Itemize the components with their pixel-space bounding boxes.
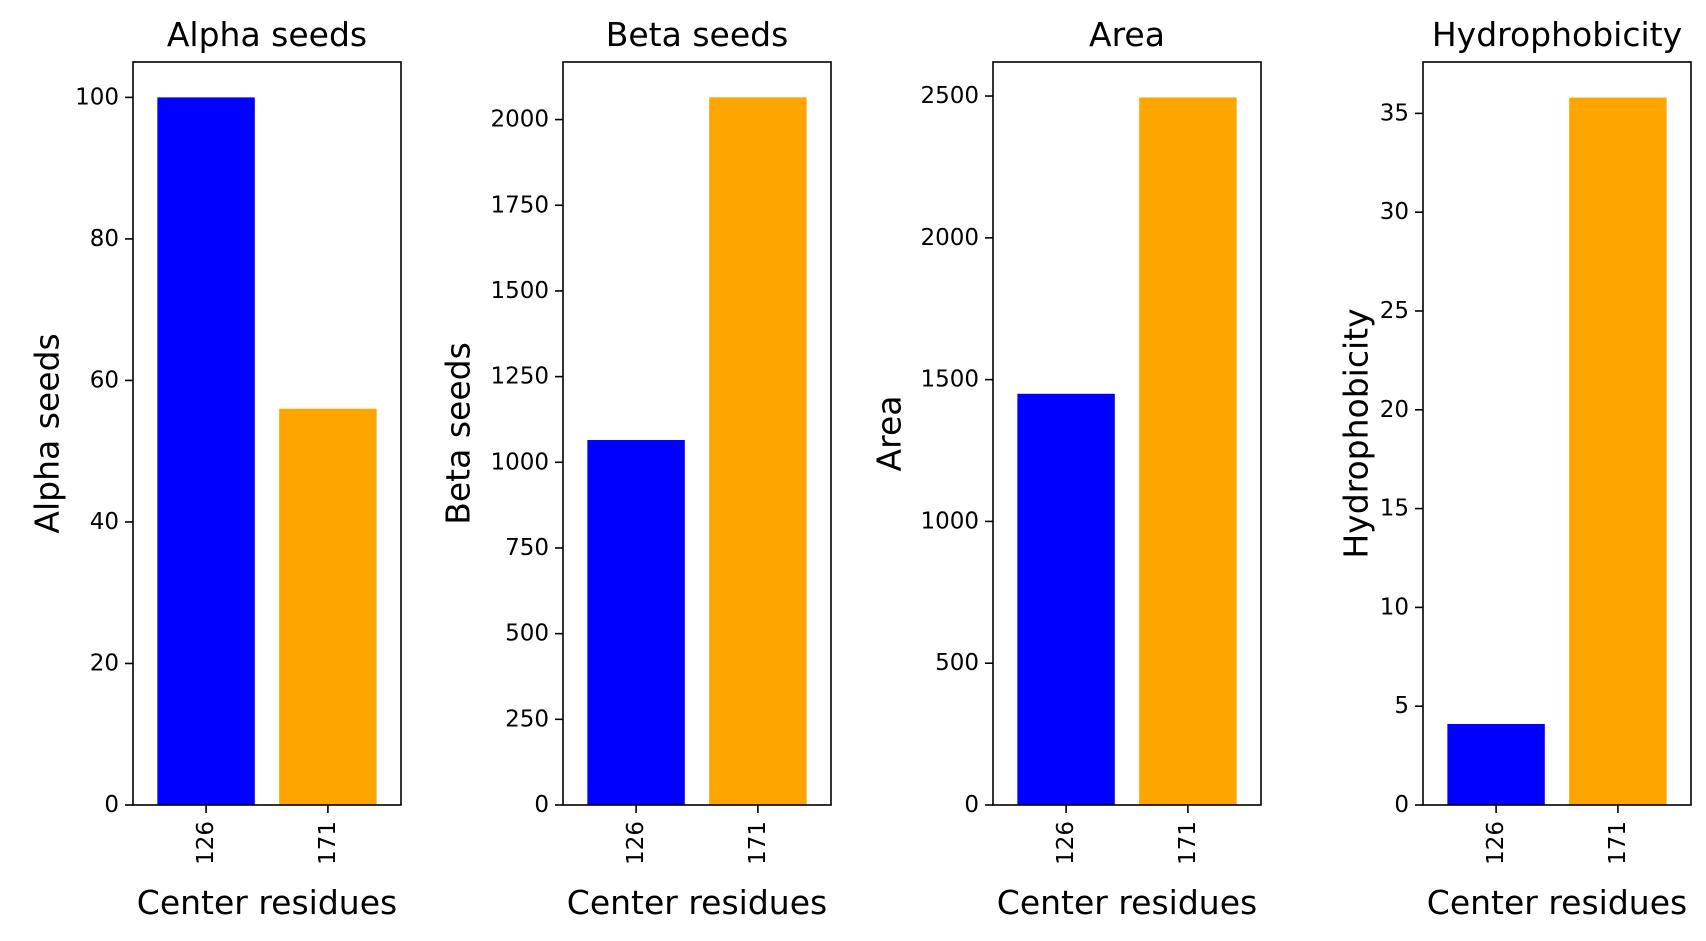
y-tick-label: 2500: [920, 83, 979, 109]
y-tick-label: 1500: [490, 278, 549, 304]
y-axis-label: Beta seeds: [439, 342, 478, 525]
y-axis-label: Alpha seeds: [28, 333, 67, 533]
axes-frame: [992, 61, 1262, 806]
y-tick-label: 1000: [490, 449, 549, 475]
bar-171: [1139, 97, 1237, 805]
bar-126: [1017, 393, 1115, 805]
y-tick-label: 2000: [490, 107, 549, 133]
x-tick-label: 171: [1605, 821, 1631, 865]
subplot-title: Alpha seeds: [167, 15, 367, 54]
y-tick-label: 40: [90, 509, 119, 535]
y-tick-label: 1500: [920, 367, 979, 393]
y-tick-label: 0: [534, 792, 549, 818]
y-tick-label: 20: [90, 650, 119, 676]
y-tick-label: 60: [90, 367, 119, 393]
subplot-0: 0 20 40 60 80 100 126 171 Alpha seeds Center resi…: [28, 15, 402, 922]
y-tick-label: 0: [104, 792, 119, 818]
y-tick-label: 25: [1380, 298, 1409, 324]
y-tick-label: 0: [1394, 792, 1409, 818]
subplot-title: Area: [1089, 15, 1165, 54]
axes-frame: [562, 61, 832, 806]
y-axis-label: Area: [870, 396, 909, 472]
x-axis-label: Center residues: [1427, 883, 1687, 922]
x-tick-label: 171: [745, 821, 771, 865]
y-tick-label: 5: [1394, 693, 1409, 719]
x-tick-label: 126: [623, 821, 649, 865]
bar-171: [709, 97, 807, 805]
x-tick-label: 171: [315, 821, 341, 865]
y-tick-label: 2000: [920, 225, 979, 251]
y-tick-label: 100: [75, 84, 119, 110]
y-tick-label: 30: [1380, 199, 1409, 225]
x-tick-label: 171: [1175, 821, 1201, 865]
x-tick-label: 126: [1483, 821, 1509, 865]
subplot-3: 0 5 10 15 20 25 30 35 126 171 Hydrophobicity Center…: [1337, 15, 1692, 922]
subplot-2: 0 500 1000 1500 2000 2500 126 171 Area Center res…: [870, 15, 1262, 922]
y-tick-label: 1750: [490, 192, 549, 218]
subplot-1: 0 250 500 750 1000 1250 1500 1750 2000 126 171 Beta…: [439, 15, 832, 922]
axes-frame: [1422, 61, 1692, 806]
y-tick-label: 0: [964, 792, 979, 818]
x-tick-label: 126: [1053, 821, 1079, 865]
subplot-title: Beta seeds: [606, 15, 789, 54]
y-tick-label: 500: [935, 650, 979, 676]
y-tick-label: 80: [90, 226, 119, 252]
bar-171: [1569, 97, 1667, 805]
y-tick-label: 1000: [920, 508, 979, 534]
y-tick-label: 20: [1380, 397, 1409, 423]
subplot-title: Hydrophobicity: [1432, 15, 1682, 54]
x-axis-label: Center residues: [997, 883, 1257, 922]
y-tick-label: 10: [1380, 594, 1409, 620]
x-axis-label: Center residues: [137, 883, 397, 922]
y-axis-label: Hydrophobicity: [1337, 308, 1376, 558]
y-tick-label: 250: [505, 706, 549, 732]
y-tick-label: 15: [1380, 496, 1409, 522]
y-tick-label: 500: [505, 621, 549, 647]
bar-126: [1447, 723, 1545, 805]
axes-frame: [132, 61, 402, 806]
y-tick-label: 1250: [490, 364, 549, 390]
bar-126: [587, 440, 685, 805]
x-tick-label: 126: [193, 821, 219, 865]
y-tick-label: 750: [505, 535, 549, 561]
x-axis-label: Center residues: [567, 883, 827, 922]
bar-171: [279, 408, 377, 805]
y-tick-label: 35: [1380, 100, 1409, 126]
bar-126: [157, 97, 255, 805]
